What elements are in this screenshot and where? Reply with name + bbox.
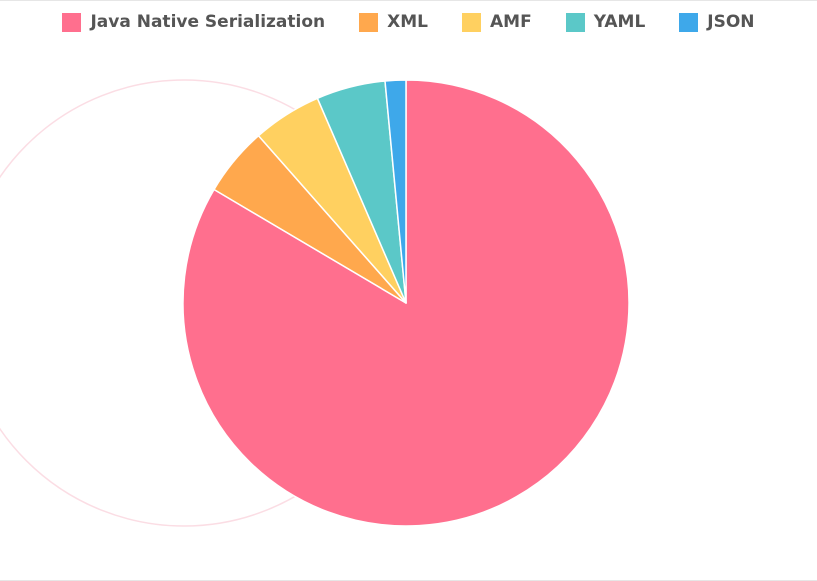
legend-item-json[interactable]: JSON (679, 12, 755, 32)
legend-swatch (462, 12, 481, 32)
legend-item-xml[interactable]: XML (359, 12, 428, 32)
legend-item-java-native-serialization[interactable]: Java Native Serialization (62, 12, 325, 32)
legend-swatch (679, 12, 699, 32)
legend-swatch (359, 12, 379, 32)
legend: Java Native Serialization XML AMF YAML J… (0, 12, 817, 32)
pie-slices (182, 79, 630, 527)
legend-swatch (62, 12, 82, 32)
legend-swatch (565, 12, 585, 32)
pie-slice-json[interactable] (384, 79, 407, 304)
legend-item-amf[interactable]: AMF (462, 12, 532, 32)
legend-item-yaml[interactable]: YAML (565, 12, 646, 32)
legend-label: XML (387, 12, 428, 32)
legend-label: JSON (707, 12, 755, 32)
legend-label: YAML (593, 12, 646, 32)
legend-label: Java Native Serialization (90, 12, 326, 32)
legend-label: AMF (490, 12, 532, 32)
